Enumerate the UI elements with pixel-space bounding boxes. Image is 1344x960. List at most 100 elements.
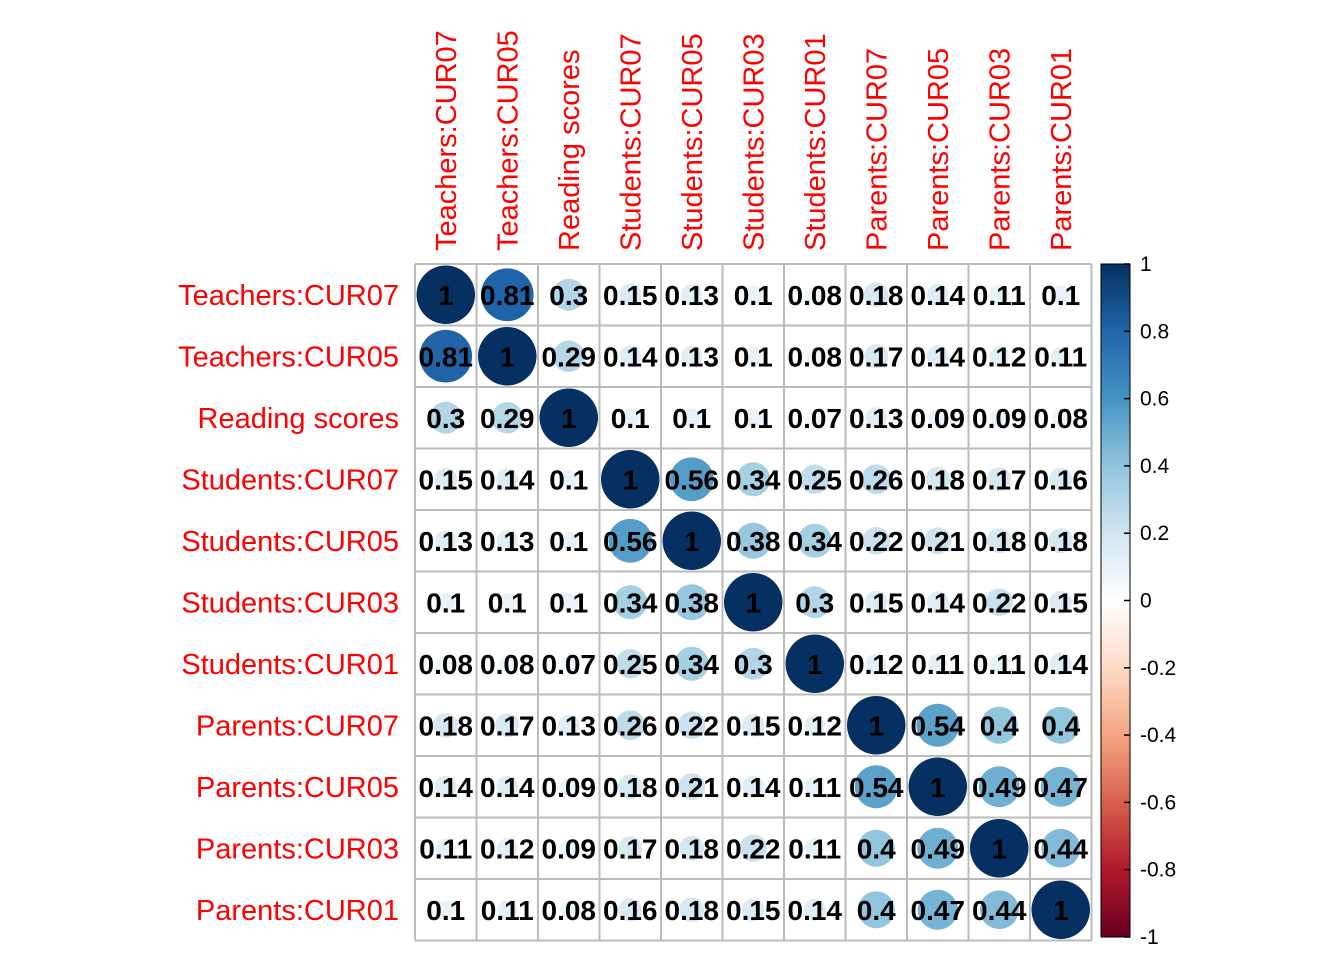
correlation-circle (864, 344, 889, 369)
correlation-value: 0.3 (734, 649, 773, 680)
correlation-circle (480, 268, 534, 322)
correlation-values: 1 0.81 0.3 0.15 0.13 0.1 0.08 0.18 0.14 0.11 0.10.… (419, 280, 1089, 926)
correlation-circle (928, 408, 947, 427)
colorbar-tick-label: -0.2 (1140, 657, 1176, 680)
correlation-value: 0.14 (726, 772, 781, 803)
correlation-value: 0.15 (603, 280, 658, 311)
column-label: Students:CUR03 (738, 33, 770, 251)
correlation-circle (739, 834, 767, 862)
correlation-circle (916, 703, 960, 747)
correlation-circle (1052, 409, 1070, 427)
correlation-circle (847, 696, 906, 755)
correlation-value: 0.26 (603, 710, 658, 741)
correlation-circle (1049, 652, 1072, 675)
row-label: Teachers:CUR07 (178, 280, 399, 312)
column-labels: Teachers:CUR07 Teachers:CUR05 Reading scor… (431, 30, 1078, 251)
correlation-value: 0.11 (419, 833, 472, 864)
correlation-value: 0.56 (603, 526, 658, 557)
correlation-circle (560, 901, 578, 919)
correlation-circle (800, 464, 830, 494)
correlation-value: 0.38 (726, 526, 781, 557)
correlation-circle (785, 634, 844, 693)
correlation-value: 0.3 (426, 403, 465, 434)
correlation-circle (989, 346, 1010, 367)
correlation-value: 0.11 (788, 772, 841, 803)
column-label: Students:CUR01 (800, 33, 832, 251)
correlation-value: 0.21 (665, 772, 720, 803)
correlation-value: 0.11 (973, 280, 1026, 311)
correlation-value: 0.13 (665, 341, 720, 372)
correlation-value: 0.47 (1034, 772, 1089, 803)
correlation-value: 0.08 (480, 649, 535, 680)
correlation-circle (434, 467, 458, 491)
correlation-value: 0.14 (1034, 649, 1089, 680)
correlation-value: 0.13 (480, 526, 535, 557)
correlation-value: 0.3 (795, 587, 834, 618)
colorbar-tick-label: 0.4 (1140, 455, 1170, 478)
correlation-value: 0.1 (672, 403, 711, 434)
correlation-circle (804, 715, 825, 736)
correlation-value: 0.49 (911, 833, 966, 864)
correlation-value: 1 (930, 772, 946, 803)
correlation-circle (559, 593, 578, 612)
correlation-circle (618, 898, 642, 922)
correlation-value: 0.3 (549, 280, 588, 311)
correlation-circle (805, 838, 825, 858)
colorbar-tick-label: 0 (1140, 590, 1152, 613)
correlation-value: 0.25 (603, 649, 658, 680)
correlation-value: 0.17 (603, 833, 658, 864)
correlation-value: 1 (622, 464, 638, 495)
correlation-value: 0.18 (419, 710, 474, 741)
correlation-value: 0.12 (849, 649, 904, 680)
correlation-circle (857, 829, 895, 867)
column-label: Parents:CUR05 (923, 48, 955, 251)
row-labels: Teachers:CUR07 Teachers:CUR05 Reading scor… (178, 280, 399, 927)
colorbar-tick-label: 0.2 (1140, 522, 1169, 545)
correlation-value: 0.07 (788, 403, 843, 434)
correlation-circle (807, 410, 823, 426)
correlation-value: 1 (991, 833, 1007, 864)
correlation-value: 0.11 (481, 895, 534, 926)
correlation-value: 0.17 (972, 464, 1027, 495)
column-label: Students:CUR07 (615, 33, 647, 251)
correlation-circle (433, 712, 459, 738)
correlation-value: 0.44 (1034, 833, 1089, 864)
correlation-value: 0.13 (849, 403, 904, 434)
correlation-value: 0.4 (857, 895, 896, 926)
correlation-circle (798, 586, 831, 619)
correlation-circle (864, 590, 888, 614)
correlation-circle (496, 530, 518, 552)
correlation-value: 0.4 (857, 833, 896, 864)
correlation-circle (1048, 528, 1074, 554)
column-label: Students:CUR05 (677, 33, 709, 251)
column-label: Parents:CUR01 (1046, 48, 1078, 251)
correlation-circle (435, 530, 457, 552)
correlation-circle (985, 588, 1013, 616)
correlation-circle (429, 401, 462, 434)
correlation-circle (744, 347, 763, 366)
correlation-circle (737, 647, 770, 680)
correlation-circle (987, 467, 1012, 492)
correlation-circle (724, 573, 783, 632)
colorbar-tick-label: -1 (1140, 926, 1159, 949)
correlation-circle (682, 408, 701, 427)
correlation-value: 0.14 (419, 772, 474, 803)
column-label: Teachers:CUR05 (492, 30, 524, 251)
correlation-value: 0.15 (849, 587, 904, 618)
grid (414, 263, 1093, 942)
correlation-circle (926, 591, 949, 614)
correlation-value: 0.1 (611, 403, 650, 434)
correlation-circle (925, 466, 951, 492)
correlation-value: 0.4 (1041, 710, 1080, 741)
correlation-value: 0.13 (542, 710, 597, 741)
correlation-circle (497, 838, 518, 859)
correlation-value: 1 (499, 341, 515, 372)
correlation-value: 0.44 (972, 895, 1027, 926)
correlation-circle (561, 656, 577, 672)
correlation-value: 0.1 (549, 526, 588, 557)
row-label: Students:CUR01 (181, 649, 399, 681)
correlation-circle (437, 655, 455, 673)
correlation-value: 0.29 (480, 403, 535, 434)
correlation-circle (1041, 828, 1081, 868)
correlation-value: 0.09 (911, 403, 966, 434)
